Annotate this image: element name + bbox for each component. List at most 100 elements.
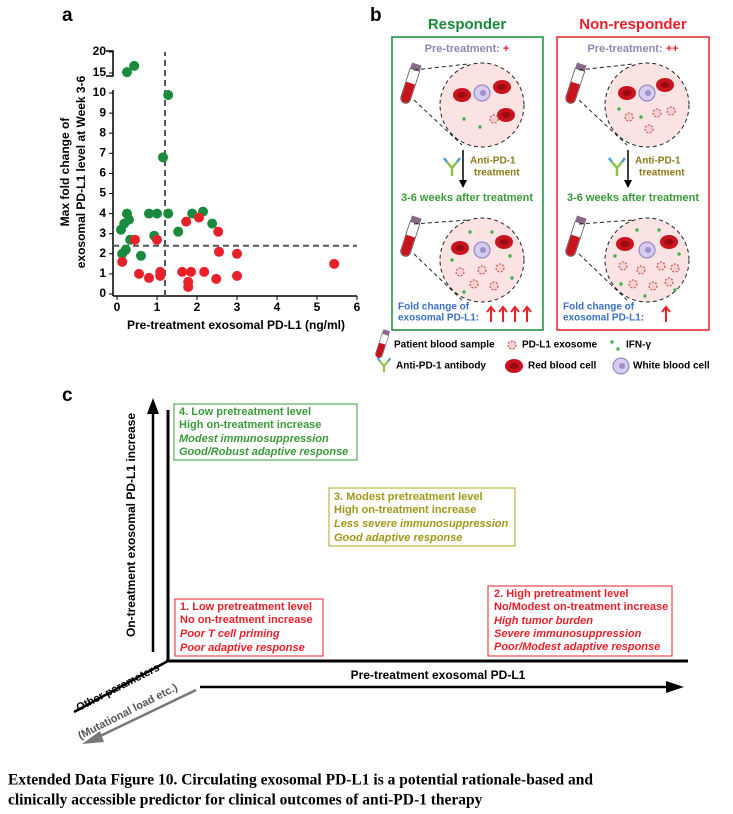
y-axis-label: exosomal PD-L1 level at Week 3-6 [74,75,88,268]
blood-scene [605,218,689,302]
legend-label: White blood cell [633,361,710,372]
y-tick-label: 8 [99,125,106,139]
box-line: 4. Low pretreatment level [179,406,311,418]
point [130,234,140,245]
point [232,270,242,281]
panel-label: b [370,5,382,26]
point [134,268,144,279]
point [214,246,224,257]
box-line: No on-treatment increase [180,614,313,626]
point [163,90,174,101]
blood-tube [398,215,423,259]
treatment-label: treatment [474,168,520,179]
point [181,216,192,227]
legend-icon [616,347,620,351]
box-line: 3. Modest pretreatment level [334,491,483,503]
pre-treatment: Pre-treatment: + [425,43,510,55]
legend: Patient blood sample PD-L1 exosome IFN-γ… [374,328,710,375]
point [199,266,210,277]
caption: clinically accessible predictor for clin… [8,792,483,809]
legend-icon [612,357,630,375]
x-axis-label: Pre-treatment exosomal PD-L1 [351,668,526,682]
y-tick-label: 9 [99,105,106,119]
x-tick-label: 0 [114,300,121,314]
point [144,272,154,283]
x-tick-label: 4 [274,300,281,314]
up-arrow [510,306,520,323]
y-tick-label: 3 [99,226,106,240]
point [186,266,196,277]
quadrant-box [328,487,516,547]
box-line: Modest immunosuppression [179,433,329,445]
pre-label: Pre-treatment: [587,43,665,55]
blood-tube [563,62,588,106]
group-title: Responder [428,16,507,33]
point [144,208,154,219]
legend-icon [505,359,523,373]
legend-label: Anti-PD-1 antibody [396,361,486,372]
after-label: 3-6 weeks after treatment [401,192,533,204]
point [177,266,188,277]
scatter-chart: Pre-treatment exosomal PD-L1 (ng/ml) Max… [58,44,360,332]
y-axis-break [106,50,114,77]
box-line: High on-treatment increase [179,419,321,431]
x-tick-label: 2 [194,300,201,314]
up-arrow [522,306,532,323]
z-axis-label: (Mutational load etc.) [76,681,180,742]
blood-scene [440,63,524,147]
concept-diagram: On-treatment exosomal PD-L1 increase Pre… [73,398,688,744]
box-line: High on-treatment increase [334,504,476,516]
box-line: Poor T cell priming [180,628,280,640]
responder-panel: Pre-treatment: + Anti-PD-1 treatment 3-6… [398,43,533,324]
z-axis [73,659,169,714]
point [117,256,128,267]
pre-level: + [503,43,509,55]
point [155,270,166,281]
point [129,60,140,71]
blood-scene [605,63,689,147]
blood-tube [563,215,588,259]
legend-icon [610,340,614,344]
up-arrow [486,306,496,323]
legend-icon [507,340,517,350]
y-tick-label: 7 [99,145,106,159]
x-tick-label: 1 [154,300,161,314]
legend-icon [374,328,391,360]
point [194,212,204,223]
point [163,208,174,219]
y-tick-label: 10 [93,85,107,99]
caption: Extended Data Figure 10. Circulating exo… [8,772,593,789]
legend-label: Patient blood sample [394,340,495,351]
box-line: Poor adaptive response [180,642,305,654]
y-tick-label: 15 [93,65,107,79]
diagram: Responder Non-responder Pre-treatment: +… [374,16,710,375]
y-tick-label: 20 [93,44,107,58]
point [124,214,134,225]
treatment-label: treatment [639,168,685,179]
group-box [556,36,710,331]
treatment-label: Anti-PD-1 [470,156,516,167]
box-line: Severe immunosuppression [494,628,642,640]
blood-tube [398,62,423,106]
fold-change-label: exosomal PD-L1: [398,313,479,324]
x-tick-label: 3 [234,300,241,314]
after-label: 3-6 weeks after treatment [567,192,699,204]
point [158,152,168,163]
legend-label: PD-L1 exosome [522,340,597,351]
point [122,67,132,78]
panel-label: c [62,385,73,406]
antibody-icon [442,156,462,178]
box-line: Less severe immunosuppression [334,518,509,530]
pre-treatment: Pre-treatment: ++ [587,43,678,55]
legend-label: Red blood cell [528,361,597,372]
point [211,273,222,284]
x-tick-label: 6 [354,300,361,314]
legend-label: IFN-γ [626,340,651,351]
x-axis-label: Pre-treatment exosomal PD-L1 (ng/ml) [127,318,345,332]
box-line: Good/Robust adaptive response [179,446,348,458]
y-tick-label: 1 [99,266,106,280]
point [232,248,242,259]
point [213,226,224,237]
point [183,281,194,292]
